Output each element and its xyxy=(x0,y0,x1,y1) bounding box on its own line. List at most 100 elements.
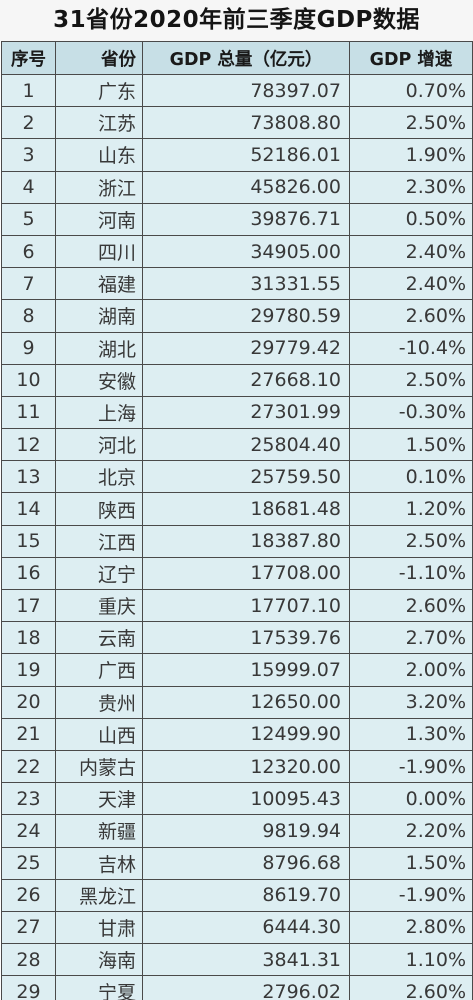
gdp-total-cell: 6444.30 xyxy=(142,910,350,945)
rank-cell: 9 xyxy=(1,331,56,365)
province-cell: 北京 xyxy=(55,460,143,494)
table-row: 1 广东 78397.07 0.70% xyxy=(1,73,473,108)
rank-cell: 28 xyxy=(1,943,56,977)
province-cell: 上海 xyxy=(55,395,143,430)
gdp-growth-cell: 1.10% xyxy=(349,943,473,977)
table-row: 14 陕西 18681.48 1.20% xyxy=(1,492,473,526)
rank-cell: 7 xyxy=(1,267,56,301)
gdp-total-cell: 52186.01 xyxy=(142,138,350,172)
gdp-total-cell: 18681.48 xyxy=(142,492,350,526)
gdp-total-cell: 45826.00 xyxy=(142,170,350,204)
table-header: 序号 省份 GDP 总量（亿元） GDP 增速 xyxy=(1,41,473,75)
gdp-growth-cell: -0.30% xyxy=(349,395,473,430)
rank-cell: 14 xyxy=(1,492,56,526)
province-cell: 浙江 xyxy=(55,170,143,204)
gdp-total-cell: 25759.50 xyxy=(142,460,350,494)
table-row: 26 黑龙江 8619.70 -1.90% xyxy=(1,878,473,912)
gdp-total-cell: 12499.90 xyxy=(142,717,350,751)
province-cell: 河南 xyxy=(55,202,143,236)
table-row: 22 内蒙古 12320.00 -1.90% xyxy=(1,749,473,784)
table-row: 11 上海 27301.99 -0.30% xyxy=(1,395,473,430)
province-cell: 江西 xyxy=(55,524,143,558)
gdp-growth-cell: 0.00% xyxy=(349,782,473,816)
table-row: 27 甘肃 6444.30 2.80% xyxy=(1,910,473,945)
province-cell: 福建 xyxy=(55,267,143,301)
gdp-growth-cell: 1.20% xyxy=(349,492,473,526)
gdp-total-cell: 29780.59 xyxy=(142,299,350,333)
gdp-total-cell: 15999.07 xyxy=(142,653,350,687)
province-cell: 湖南 xyxy=(55,299,143,333)
table-row: 9 湖北 29779.42 -10.4% xyxy=(1,331,473,365)
gdp-growth-cell: 2.60% xyxy=(349,299,473,333)
gdp-growth-cell: 2.50% xyxy=(349,106,473,140)
table-row: 17 重庆 17707.10 2.60% xyxy=(1,588,473,623)
rank-cell: 23 xyxy=(1,782,56,816)
gdp-total-cell: 73808.80 xyxy=(142,106,350,140)
gdp-total-cell: 18387.80 xyxy=(142,524,350,558)
table-row: 3 山东 52186.01 1.90% xyxy=(1,138,473,172)
rank-cell: 15 xyxy=(1,524,56,558)
province-cell: 云南 xyxy=(55,621,143,655)
gdp-growth-cell: 2.40% xyxy=(349,267,473,301)
rank-cell: 24 xyxy=(1,814,56,848)
gdp-growth-cell: 2.60% xyxy=(349,588,473,623)
rank-cell: 2 xyxy=(1,106,56,140)
province-cell: 河北 xyxy=(55,428,143,462)
province-cell: 内蒙古 xyxy=(55,749,143,784)
table-row: 29 宁夏 2796.02 2.60% xyxy=(1,975,473,1000)
table-row: 2 江苏 73808.80 2.50% xyxy=(1,106,473,140)
gdp-growth-cell: -1.90% xyxy=(349,878,473,912)
gdp-growth-cell: 1.90% xyxy=(349,138,473,172)
gdp-total-cell: 27668.10 xyxy=(142,363,350,397)
gdp-total-cell: 3841.31 xyxy=(142,943,350,977)
gdp-total-cell: 12320.00 xyxy=(142,749,350,784)
table-row: 18 云南 17539.76 2.70% xyxy=(1,621,473,655)
gdp-growth-cell: 2.80% xyxy=(349,910,473,945)
gdp-total-cell: 8796.68 xyxy=(142,846,350,880)
gdp-total-cell: 29779.42 xyxy=(142,331,350,365)
table-row: 5 河南 39876.71 0.50% xyxy=(1,202,473,236)
table-row: 21 山西 12499.90 1.30% xyxy=(1,717,473,751)
gdp-growth-cell: 2.60% xyxy=(349,975,473,1000)
table-row: 4 浙江 45826.00 2.30% xyxy=(1,170,473,204)
rank-cell: 5 xyxy=(1,202,56,236)
province-cell: 江苏 xyxy=(55,106,143,140)
header-row: 序号 省份 GDP 总量（亿元） GDP 增速 xyxy=(1,41,473,75)
province-cell: 山西 xyxy=(55,717,143,751)
gdp-growth-cell: -10.4% xyxy=(349,331,473,365)
gdp-growth-cell: 2.50% xyxy=(349,524,473,558)
table-row: 7 福建 31331.55 2.40% xyxy=(1,267,473,301)
province-cell: 新疆 xyxy=(55,814,143,848)
province-cell: 广东 xyxy=(55,73,143,108)
province-cell: 辽宁 xyxy=(55,556,143,591)
gdp-total-cell: 8619.70 xyxy=(142,878,350,912)
gdp-total-cell: 27301.99 xyxy=(142,395,350,430)
table-row: 19 广西 15999.07 2.00% xyxy=(1,653,473,687)
rank-cell: 21 xyxy=(1,717,56,751)
gdp-growth-cell: 3.20% xyxy=(349,685,473,719)
gdp-total-cell: 34905.00 xyxy=(142,234,350,269)
table-row: 23 天津 10095.43 0.00% xyxy=(1,782,473,816)
rank-cell: 11 xyxy=(1,395,56,430)
rank-cell: 12 xyxy=(1,428,56,462)
rank-cell: 13 xyxy=(1,460,56,494)
header-gdp-total: GDP 总量（亿元） xyxy=(142,41,350,75)
gdp-growth-cell: 2.00% xyxy=(349,653,473,687)
rank-cell: 4 xyxy=(1,170,56,204)
province-cell: 湖北 xyxy=(55,331,143,365)
table-row: 15 江西 18387.80 2.50% xyxy=(1,524,473,558)
table-row: 20 贵州 12650.00 3.20% xyxy=(1,685,473,719)
province-cell: 海南 xyxy=(55,943,143,977)
province-cell: 安徽 xyxy=(55,363,143,397)
province-cell: 四川 xyxy=(55,234,143,269)
table-row: 10 安徽 27668.10 2.50% xyxy=(1,363,473,397)
rank-cell: 1 xyxy=(1,73,56,108)
gdp-total-cell: 2796.02 xyxy=(142,975,350,1000)
gdp-table: 序号 省份 GDP 总量（亿元） GDP 增速 1 广东 78397.07 0.70%… xyxy=(1,41,473,1000)
province-cell: 广西 xyxy=(55,653,143,687)
table-row: 13 北京 25759.50 0.10% xyxy=(1,460,473,494)
gdp-total-cell: 25804.40 xyxy=(142,428,350,462)
header-gdp-growth: GDP 增速 xyxy=(349,41,473,75)
gdp-growth-cell: 0.10% xyxy=(349,460,473,494)
gdp-total-cell: 17539.76 xyxy=(142,621,350,655)
